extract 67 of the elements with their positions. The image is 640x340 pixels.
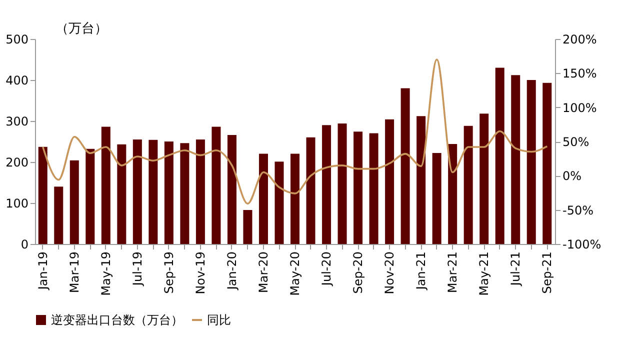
x-tick-label: Sep-20 <box>351 252 366 294</box>
x-tick-label: May-21 <box>477 252 492 296</box>
bar <box>196 139 205 244</box>
y-axis-title: （万台） <box>56 22 108 36</box>
bar <box>400 88 410 244</box>
x-tick-label: Jul-19 <box>130 252 144 287</box>
x-tick-label: Mar-20 <box>256 252 270 293</box>
bar <box>495 68 504 244</box>
y-tick-label: 200 <box>6 156 28 170</box>
bar <box>338 123 347 244</box>
bar <box>86 148 95 244</box>
bar <box>180 143 190 244</box>
bar <box>54 186 64 244</box>
bar <box>212 126 221 244</box>
bar <box>448 144 458 244</box>
bar <box>227 134 236 244</box>
bar <box>258 154 268 244</box>
x-tick-label: May-19 <box>98 252 113 296</box>
bar <box>274 162 284 244</box>
bar <box>148 140 158 244</box>
bar <box>243 210 252 244</box>
bar <box>290 154 300 244</box>
x-tick-label: Mar-19 <box>67 252 82 293</box>
x-tick-label: Sep-19 <box>162 252 176 294</box>
bar <box>322 125 332 244</box>
x-tick-label: Nov-20 <box>382 252 397 294</box>
y2-tick-label: 150% <box>562 66 597 81</box>
bar <box>38 146 48 244</box>
bar <box>542 82 552 244</box>
bar <box>480 114 489 244</box>
y2-tick-label: 100% <box>562 100 597 115</box>
y2-tick-label: 50% <box>562 135 590 149</box>
x-tick-label: Nov-19 <box>193 252 208 294</box>
bar <box>101 126 110 244</box>
bar <box>306 137 316 244</box>
line-series <box>42 58 548 205</box>
y-tick-label: 400 <box>6 74 28 88</box>
bar <box>164 142 174 244</box>
x-tick-label: Mar-21 <box>446 252 460 293</box>
bar <box>132 139 142 244</box>
y2-tick-label: -50% <box>562 203 594 218</box>
bar <box>416 116 426 244</box>
bar <box>526 80 536 244</box>
y-tick-label: 300 <box>6 114 28 128</box>
x-tick-label: Jul-20 <box>320 252 334 287</box>
bar <box>354 132 363 244</box>
y2-tick-label: -100% <box>562 238 602 252</box>
bar <box>385 119 394 244</box>
legend-label: 同比 <box>207 313 231 327</box>
y-tick-label: 100 <box>6 196 28 210</box>
bar <box>432 152 442 244</box>
bar <box>369 133 378 244</box>
bar <box>511 75 520 244</box>
x-tick-label: Sep-21 <box>540 252 554 294</box>
bar <box>464 126 473 244</box>
bar <box>117 144 126 244</box>
y-tick-label: 0 <box>20 238 28 252</box>
x-tick-label: Jan-20 <box>224 252 239 291</box>
legend-label: 逆变器出口台数（万台） <box>51 313 183 327</box>
x-tick-label: Jan-21 <box>414 252 428 291</box>
bar <box>70 160 79 244</box>
x-tick-label: May-20 <box>288 252 302 296</box>
y2-tick-label: 200% <box>562 32 597 46</box>
y-tick-label: 500 <box>6 32 28 46</box>
y2-tick-label: 0% <box>562 169 582 184</box>
x-tick-label: Jul-21 <box>508 252 523 287</box>
x-tick-label: Jan-19 <box>36 252 50 291</box>
